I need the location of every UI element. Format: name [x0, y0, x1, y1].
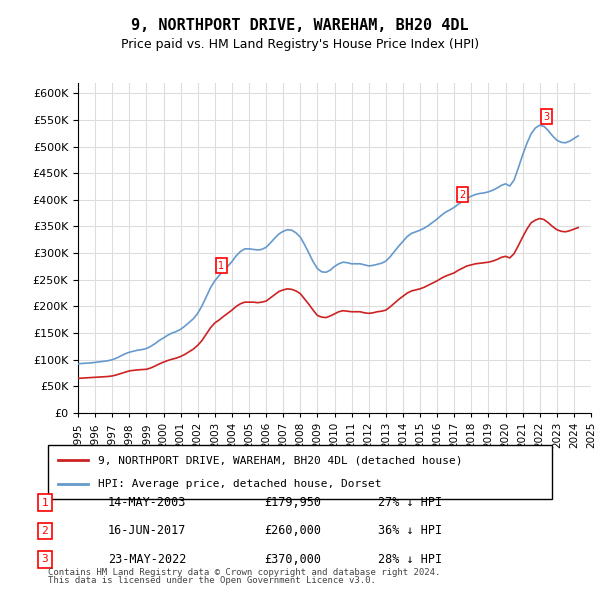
- Text: HPI: Average price, detached house, Dorset: HPI: Average price, detached house, Dors…: [98, 478, 382, 489]
- Text: 9, NORTHPORT DRIVE, WAREHAM, BH20 4DL (detached house): 9, NORTHPORT DRIVE, WAREHAM, BH20 4DL (d…: [98, 455, 463, 466]
- Text: This data is licensed under the Open Government Licence v3.0.: This data is licensed under the Open Gov…: [48, 576, 376, 585]
- Text: 36% ↓ HPI: 36% ↓ HPI: [378, 525, 442, 537]
- Text: Price paid vs. HM Land Registry's House Price Index (HPI): Price paid vs. HM Land Registry's House …: [121, 38, 479, 51]
- Text: 3: 3: [41, 555, 49, 564]
- FancyBboxPatch shape: [48, 445, 552, 499]
- Text: £260,000: £260,000: [264, 525, 321, 537]
- Text: 9, NORTHPORT DRIVE, WAREHAM, BH20 4DL: 9, NORTHPORT DRIVE, WAREHAM, BH20 4DL: [131, 18, 469, 32]
- Text: 2: 2: [41, 526, 49, 536]
- Text: 2: 2: [459, 189, 465, 199]
- Text: 14-MAY-2003: 14-MAY-2003: [108, 496, 187, 509]
- Text: Contains HM Land Registry data © Crown copyright and database right 2024.: Contains HM Land Registry data © Crown c…: [48, 568, 440, 577]
- Text: £370,000: £370,000: [264, 553, 321, 566]
- Text: 1: 1: [41, 498, 49, 507]
- Text: 28% ↓ HPI: 28% ↓ HPI: [378, 553, 442, 566]
- Text: £179,950: £179,950: [264, 496, 321, 509]
- Text: 23-MAY-2022: 23-MAY-2022: [108, 553, 187, 566]
- Text: 27% ↓ HPI: 27% ↓ HPI: [378, 496, 442, 509]
- Text: 3: 3: [544, 112, 550, 122]
- Text: 1: 1: [218, 261, 224, 271]
- Text: 16-JUN-2017: 16-JUN-2017: [108, 525, 187, 537]
